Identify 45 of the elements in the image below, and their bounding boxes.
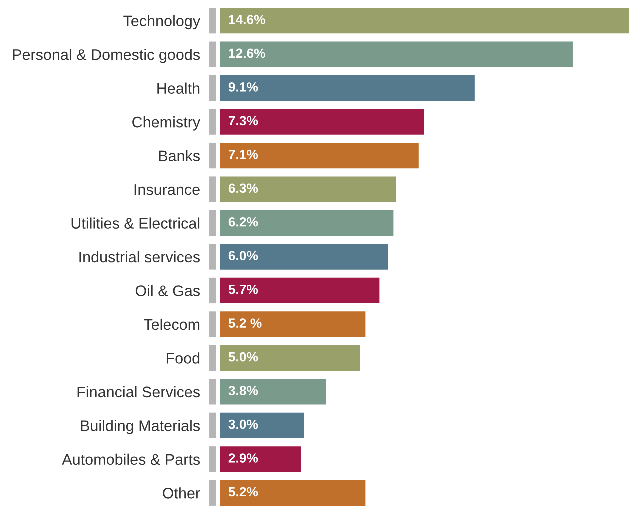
data-label: 9.1% <box>228 82 258 92</box>
data-label: 6.0% <box>228 251 258 261</box>
y-tick-label: Food <box>166 352 200 364</box>
bar <box>220 210 394 236</box>
y-tick-label: Health <box>158 82 200 94</box>
bar <box>220 142 419 169</box>
bar <box>220 278 380 304</box>
data-label: 5.2 % <box>228 318 262 328</box>
data-label: 7.1% <box>228 150 258 160</box>
bar <box>220 244 388 270</box>
y-tick-label: Industrial services <box>80 251 200 263</box>
y-tick-label: Financial Services <box>78 386 200 398</box>
y-tick-label: Building Materials <box>81 420 200 434</box>
y-tick-label: Oil & Gas <box>136 285 200 296</box>
bar <box>220 176 396 202</box>
y-tick-label: Telecom <box>144 318 200 330</box>
y-tick-label: Technology <box>124 15 201 30</box>
bar <box>220 109 424 135</box>
y-tick-label: Automobiles & Parts <box>62 454 200 466</box>
data-label: 3.0% <box>228 420 258 430</box>
bar <box>220 379 326 405</box>
bar <box>220 480 366 506</box>
data-label: 12.6% <box>229 48 266 58</box>
y-tick-label: Personal & Domestic goods <box>13 49 200 64</box>
data-label: 3.8% <box>228 386 258 396</box>
bar <box>220 412 304 438</box>
data-label: 2.9% <box>228 454 258 463</box>
bar <box>220 312 366 338</box>
data-label: 5.2% <box>228 487 258 497</box>
data-label: 5.7% <box>228 284 258 294</box>
y-tick-label: Insurance <box>134 184 200 196</box>
bar <box>220 345 360 372</box>
bar <box>220 76 475 102</box>
y-tick-label: Chemistry <box>132 116 201 131</box>
bar <box>220 42 573 68</box>
data-label: 6.3% <box>228 184 258 194</box>
bar <box>220 446 302 472</box>
bar <box>220 8 629 34</box>
data-label: 14.6% <box>229 15 266 24</box>
y-tick-label: Utilities & Electrical <box>72 218 200 229</box>
data-label: 5.0% <box>228 352 258 362</box>
data-label: 7.3% <box>228 116 258 126</box>
y-tick-label: Banks <box>159 150 200 162</box>
y-tick-label: Other <box>163 488 200 499</box>
data-label: 6.2% <box>228 217 258 227</box>
